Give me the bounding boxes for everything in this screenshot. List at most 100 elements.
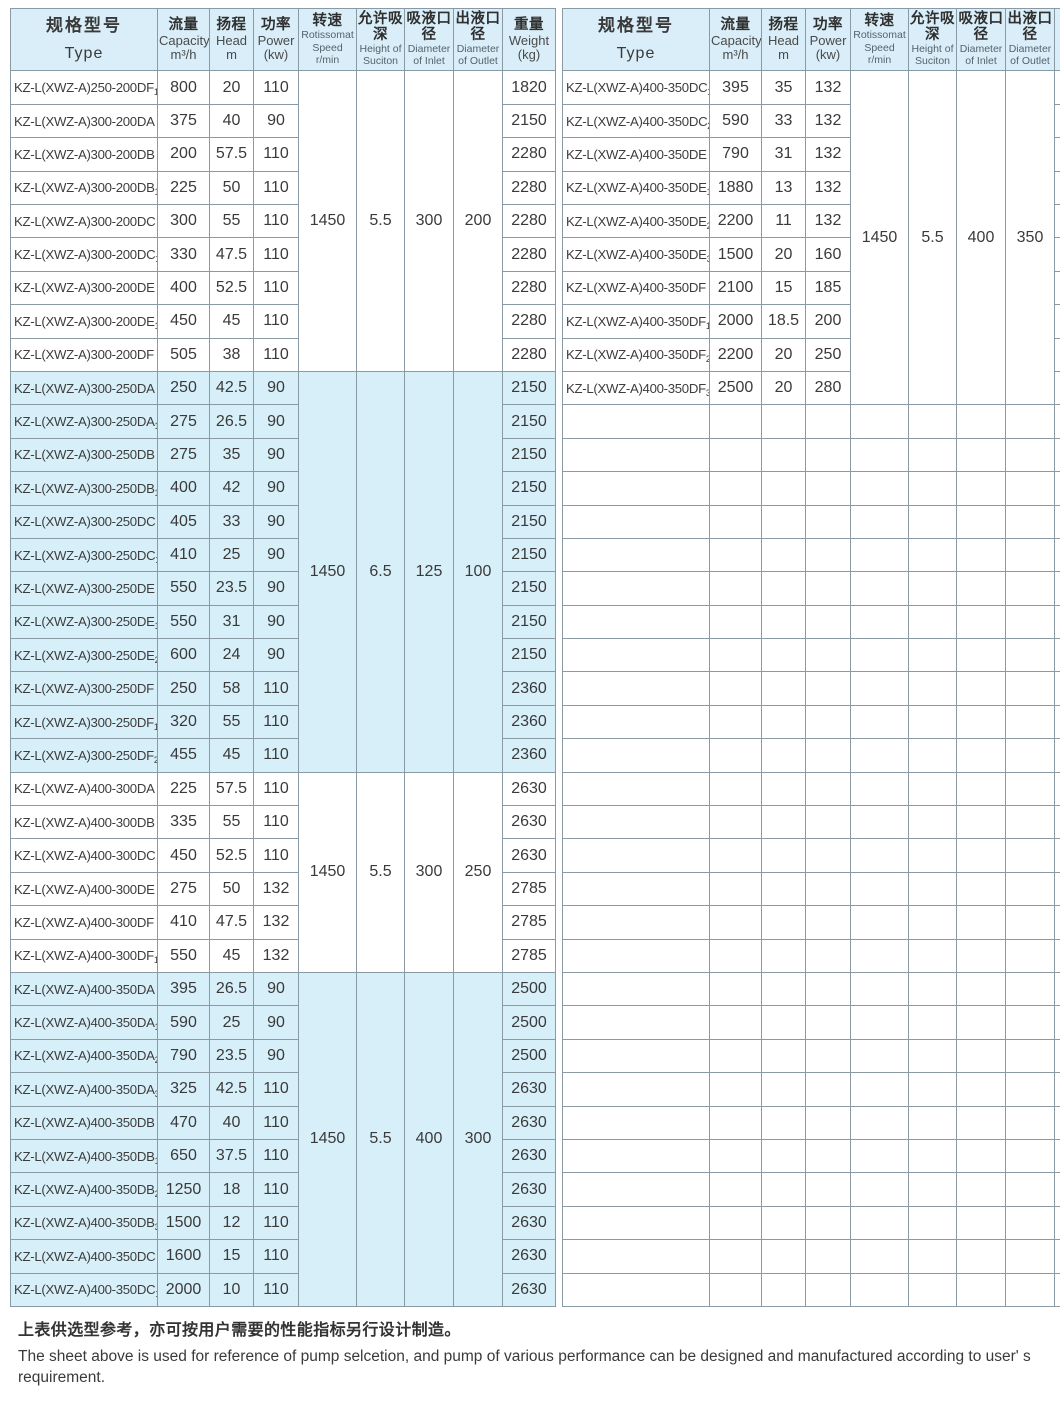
cell-empty [709, 571, 762, 606]
cell-head: 40 [209, 1105, 254, 1140]
cell-empty [908, 1272, 957, 1307]
col-header-power-unit: (kw) [815, 46, 841, 62]
cell-empty [805, 437, 851, 473]
cell-power: 160 [805, 237, 851, 272]
cell-capacity: 275 [157, 404, 210, 439]
cell-empty [1054, 871, 1060, 907]
cell-capacity: 470 [157, 1105, 210, 1140]
cell-head: 50 [209, 871, 254, 907]
table-row: KZ-L(XWZ-A)300-250DE26002490 2150 [10, 638, 556, 673]
cell-weight: 2280 [502, 237, 556, 272]
cell-empty [850, 1005, 909, 1040]
cell-capacity: 410 [157, 537, 210, 573]
cell-empty [850, 971, 909, 1007]
col-header-speed: 转速 Rotissomat Speed r/min [850, 7, 909, 72]
cell-capacity: 800 [157, 70, 210, 105]
cell-empty [709, 1172, 762, 1207]
cell-inlet: 300 [404, 771, 454, 973]
cell-empty [908, 671, 957, 706]
cell-empty [709, 504, 762, 539]
cell-type: KZ-L(XWZ-A)400-300DA [10, 771, 158, 807]
cell-power: 90 [253, 437, 299, 473]
cell-weight: 2360 [502, 738, 556, 773]
pump-spec-table-right: 规格型号 Type 流量 Capacity m³/h 扬程 Head m 功 [562, 7, 1060, 1307]
table-row: KZ-L(XWZ-A)300-200DF 505 38 110 2280 [10, 337, 556, 372]
cell-empty [850, 871, 909, 907]
cell-type: KZ-L(XWZ-A)400-300DE [10, 871, 158, 907]
table-row: KZ-L(XWZ-A)400-350DB3150012110 2630 [10, 1205, 556, 1241]
cell-power: 110 [253, 704, 299, 740]
col-header-power-cn: 功率 [813, 16, 843, 33]
cell-empty [850, 1172, 909, 1207]
cell-capacity: 455 [157, 738, 210, 773]
cell-type: KZ-L(XWZ-A)300-200DA [10, 103, 158, 139]
cell-type: KZ-L(XWZ-A)400-350DA2 [10, 1038, 158, 1074]
cell-empty [1054, 1038, 1060, 1074]
cell-empty [908, 738, 957, 773]
table-row-empty [562, 671, 1060, 706]
col-header-head-cn: 扬程 [216, 16, 247, 33]
cell-empty [562, 938, 710, 973]
cell-type: KZ-L(XWZ-A)400-350DF1 [562, 304, 710, 339]
footer-note-cn: 上表供选型参考，亦可按用户需要的性能指标另行设计制造。 [18, 1321, 461, 1339]
table-row-empty [562, 838, 1060, 873]
table-row: KZ-L(XWZ-A)300-200DE 400 52.5 110 2280 [10, 270, 556, 306]
table-row: KZ-L(XWZ-A)400-350DE3150020160 3300 [562, 237, 1060, 272]
cell-type: KZ-L(XWZ-A)300-200DB [10, 137, 158, 172]
cell-power: 132 [805, 103, 851, 139]
cell-power: 132 [253, 871, 299, 907]
cell-empty [850, 838, 909, 873]
table-row-empty [562, 1138, 1060, 1174]
cell-empty [850, 738, 909, 773]
cell-head: 20 [761, 337, 806, 372]
cell-empty [956, 1272, 1006, 1307]
cell-head: 57.5 [209, 137, 254, 172]
cell-empty [850, 437, 909, 473]
cell-weight: 3600 [1054, 270, 1060, 306]
cell-weight: 2150 [502, 638, 556, 673]
table-row: KZ-L(XWZ-A)300-250DE15503190 2150 [10, 604, 556, 640]
cell-capacity: 550 [157, 571, 210, 606]
cell-empty [908, 638, 957, 673]
cell-empty [1054, 938, 1060, 973]
cell-empty [1005, 938, 1055, 973]
cell-empty [850, 1038, 909, 1074]
table-row: KZ-L(XWZ-A)300-200DA 375 40 90 2150 [10, 103, 556, 139]
cell-empty [1054, 1005, 1060, 1040]
col-header-inlet-cn: 吸液口径 [406, 11, 452, 43]
table-row: KZ-L(XWZ-A)400-350DC13953513214505.54003… [562, 70, 1060, 406]
cell-empty [805, 1038, 851, 1074]
col-header-type: 规格型号 Type [10, 7, 158, 72]
cell-head: 15 [209, 1239, 254, 1274]
cell-weight: 2500 [502, 971, 556, 1007]
table-row-empty [562, 1205, 1060, 1241]
cell-weight: 2630 [502, 1172, 556, 1207]
cell-capacity: 2000 [157, 1272, 210, 1307]
cell-weight: 2280 [502, 203, 556, 239]
cell-empty [908, 1239, 957, 1274]
cell-empty [1005, 1072, 1055, 1107]
col-header-weight-en: Weight [508, 32, 550, 48]
cell-empty [709, 1072, 762, 1107]
table-row: KZ-L(XWZ-A)300-250DA 250 42.5 90 1450 6.5 125 1… [10, 370, 556, 773]
cell-power: 90 [253, 971, 299, 1007]
cell-head: 31 [761, 137, 806, 172]
col-header-weight: 重量 Weight (kg) [1054, 7, 1060, 72]
cell-empty [956, 638, 1006, 673]
cell-empty [908, 537, 957, 573]
cell-empty [1005, 805, 1055, 840]
cell-inlet: 400 [404, 971, 454, 1307]
table-row-empty [562, 1272, 1060, 1307]
cell-empty [850, 604, 909, 640]
col-header-speed: 转速 Rotissomat Speed r/min [298, 7, 357, 72]
cell-power: 110 [253, 1105, 299, 1140]
cell-type: KZ-L(XWZ-A)300-200DB1 [10, 170, 158, 206]
cell-empty [562, 771, 710, 807]
cell-head: 35 [209, 437, 254, 473]
cell-empty [805, 504, 851, 539]
cell-empty [908, 805, 957, 840]
cell-weight: 2150 [502, 604, 556, 640]
cell-type: KZ-L(XWZ-A)300-200DF [10, 337, 158, 372]
cell-empty [1054, 905, 1060, 940]
